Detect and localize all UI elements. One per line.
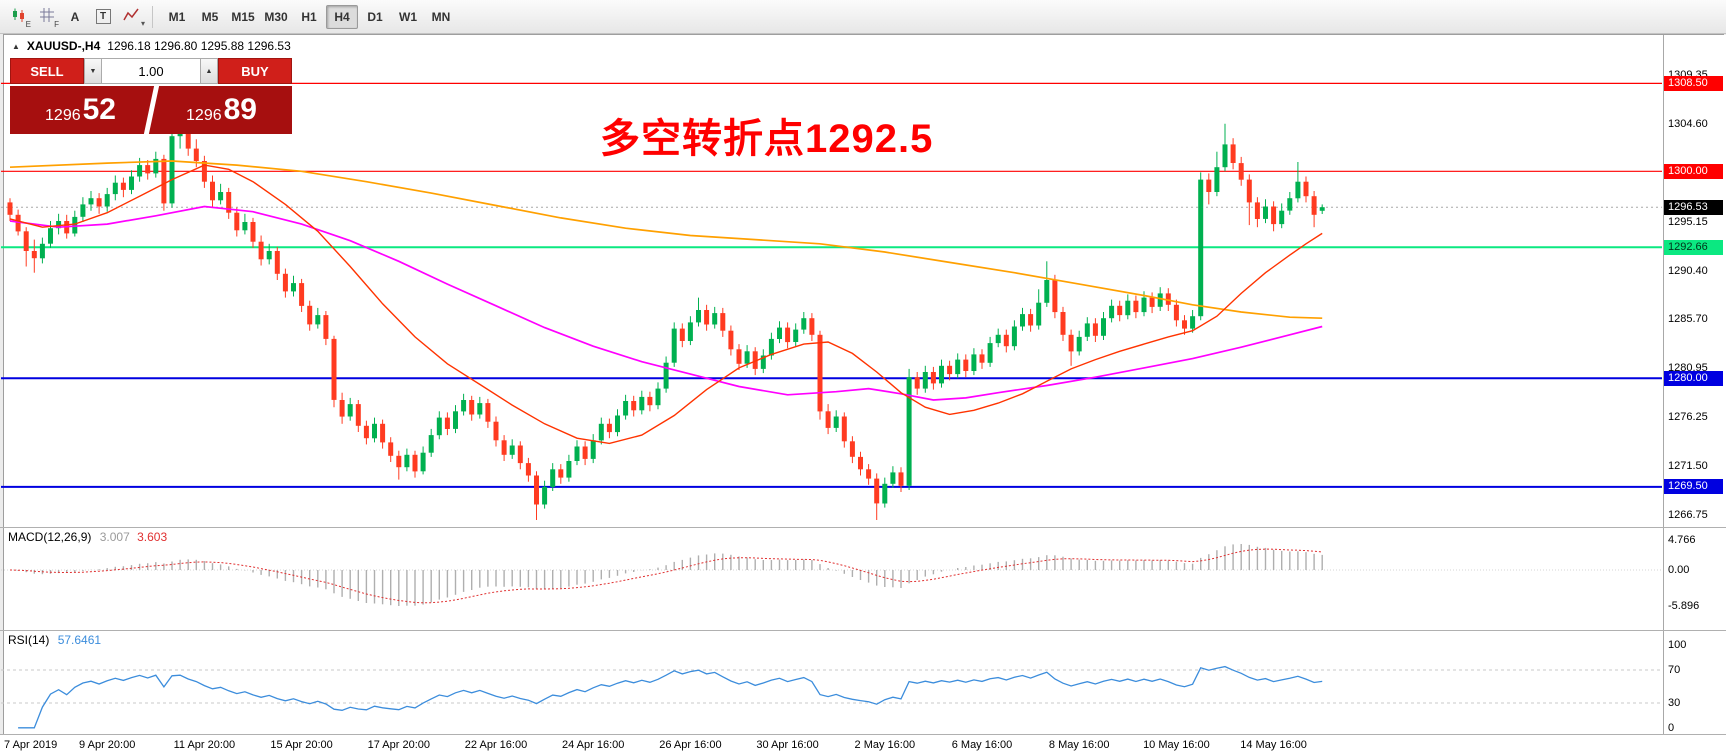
label-tool-button[interactable]: T (90, 5, 116, 29)
price-line-tag: 1300.00 (1664, 163, 1723, 179)
time-axis-label: 22 Apr 16:00 (464, 739, 528, 751)
ma-fast (9, 164, 1323, 445)
sell-pips: 52 (82, 93, 116, 126)
rsi-value: 57.6461 (57, 633, 102, 647)
volume-input[interactable] (102, 58, 200, 84)
timeframe-m15-button[interactable]: M15 (227, 5, 259, 29)
panel-separator-rsi[interactable] (0, 630, 1726, 631)
oneclick-collapse-icon[interactable]: ▲ (12, 41, 20, 51)
label-tool-icon: T (95, 9, 111, 24)
macd-axis-tick: -5.896 (1668, 600, 1700, 612)
rsi-axis-tick: 100 (1668, 639, 1687, 651)
ma-overlays-layer (9, 160, 1323, 445)
timeframe-bar: M1 M5 M15 M30 H1 H4 D1 W1 MN (161, 4, 457, 29)
price-line-tag: 1269.50 (1664, 479, 1723, 495)
spin-down-icon: ▼ (89, 67, 97, 75)
rsi-panel-layer (1, 665, 1662, 729)
timeframe-mn-button[interactable]: MN (425, 5, 457, 29)
candlestick-chart-icon (11, 7, 27, 26)
timeframe-w1-button[interactable]: W1 (392, 5, 424, 29)
price-axis-tick: 1271.50 (1668, 460, 1708, 473)
buy-button[interactable]: BUY (218, 58, 292, 84)
grid-tool-button[interactable]: F (34, 5, 60, 29)
macd-axis-tick: 0.00 (1668, 564, 1690, 576)
time-axis-label: 6 May 16:00 (951, 739, 1013, 751)
price-axis-tick: 1266.75 (1668, 509, 1708, 522)
chart-style-sub-label: E (25, 19, 31, 29)
price-line-tag: 1280.00 (1664, 370, 1723, 386)
sell-price-display[interactable]: 1296 52 (10, 86, 151, 134)
current-price-tag: 1296.53 (1664, 199, 1723, 215)
buy-price-display[interactable]: 1296 89 (151, 86, 292, 134)
time-axis-label: 17 Apr 20:00 (367, 739, 430, 751)
volume-increase-button[interactable]: ▲ (200, 58, 218, 84)
text-tool-icon: A (70, 9, 80, 24)
line-studies-button[interactable]: ▾ (118, 5, 145, 29)
timeframe-m30-button[interactable]: M30 (260, 5, 292, 29)
top-toolbar: E F A T ▾ M1 M5 M15 M30 H1 H4 D1 W1 MN (0, 0, 1726, 34)
time-axis-label: 15 Apr 20:00 (270, 739, 333, 751)
price-axis-tick: 1304.60 (1668, 117, 1708, 130)
volume-decrease-button[interactable]: ▼ (84, 58, 102, 84)
sell-big-figure: 1296 (45, 107, 81, 124)
rsi-name: RSI(14) (8, 633, 50, 647)
price-axis-tick: 1290.40 (1668, 264, 1708, 277)
price-axis-tick: 1295.15 (1668, 215, 1708, 228)
time-axis-label: 7 Apr 2019 (4, 739, 58, 751)
time-axis-label: 11 Apr 20:00 (173, 739, 236, 751)
one-click-trading-panel: SELL ▼ ▲ BUY 1296 52 1296 89 (10, 58, 292, 134)
toolbar-separator (152, 5, 153, 28)
symbol-period-label: XAUUSD-,H4 (26, 39, 101, 53)
price-axis-tick: 1285.70 (1668, 313, 1708, 326)
macd-panel-layer (1, 544, 1662, 606)
chart-annotation-text[interactable]: 多空转折点1292.5 (600, 117, 934, 161)
macd-main-value: 3.007 (99, 530, 130, 544)
time-axis-label: 24 Apr 16:00 (561, 739, 625, 751)
candles-layer (7, 123, 1325, 520)
ohlc-values: 1296.18 1296.80 1295.88 1296.53 (107, 39, 291, 53)
timeframe-m5-button[interactable]: M5 (194, 5, 226, 29)
grid-icon (39, 7, 55, 26)
dropdown-caret-icon: ▾ (140, 18, 145, 28)
rsi-axis-tick: 30 (1668, 697, 1681, 709)
ma-medium (9, 205, 1323, 401)
time-axis-label: 30 Apr 16:00 (756, 739, 819, 751)
price-line-tag: 1292.66 (1664, 239, 1723, 255)
time-axis[interactable] (0, 735, 1726, 756)
ma-slow (9, 160, 1323, 320)
timeframe-m1-button[interactable]: M1 (161, 5, 193, 29)
chart-window (3, 34, 1724, 755)
time-axis-label: 26 Apr 16:00 (659, 739, 722, 751)
macd-label: MACD(12,26,9) 3.007 3.603 (8, 530, 167, 544)
price-axis[interactable] (1663, 35, 1726, 755)
price-axis-tick: 1276.25 (1668, 411, 1708, 424)
timeframe-h4-button[interactable]: H4 (326, 4, 358, 29)
macd-axis-tick: 4.766 (1668, 534, 1696, 546)
line-studies-icon (123, 7, 139, 26)
macd-name: MACD(12,26,9) (8, 530, 92, 544)
timeframe-h1-button[interactable]: H1 (293, 5, 325, 29)
time-axis-label: 2 May 16:00 (854, 739, 916, 751)
time-axis-label: 14 May 16:00 (1240, 739, 1307, 751)
time-axis-label: 8 May 16:00 (1048, 739, 1110, 751)
panel-separator-macd[interactable] (0, 527, 1726, 528)
time-axis-label: 9 Apr 20:00 (79, 739, 136, 751)
rsi-label: RSI(14) 57.6461 (8, 633, 101, 647)
chart-style-button[interactable]: E (6, 5, 32, 29)
spin-up-icon: ▲ (205, 67, 213, 75)
panel-separator-time (0, 734, 1726, 735)
rsi-axis-tick: 70 (1668, 664, 1681, 676)
timeframe-d1-button[interactable]: D1 (359, 5, 391, 29)
sell-button[interactable]: SELL (10, 58, 84, 84)
text-tool-button[interactable]: A (62, 5, 88, 29)
buy-big-figure: 1296 (186, 107, 222, 124)
grid-sub-label: F (54, 19, 59, 29)
rsi-axis-tick: 0 (1668, 722, 1675, 734)
time-axis-label: 10 May 16:00 (1143, 739, 1210, 751)
buy-pips: 89 (223, 93, 257, 126)
price-line-tag: 1308.50 (1664, 75, 1723, 91)
macd-signal-value: 3.603 (137, 530, 168, 544)
chart-header: ▲ XAUUSD-,H4 1296.18 1296.80 1295.88 129… (12, 39, 291, 53)
